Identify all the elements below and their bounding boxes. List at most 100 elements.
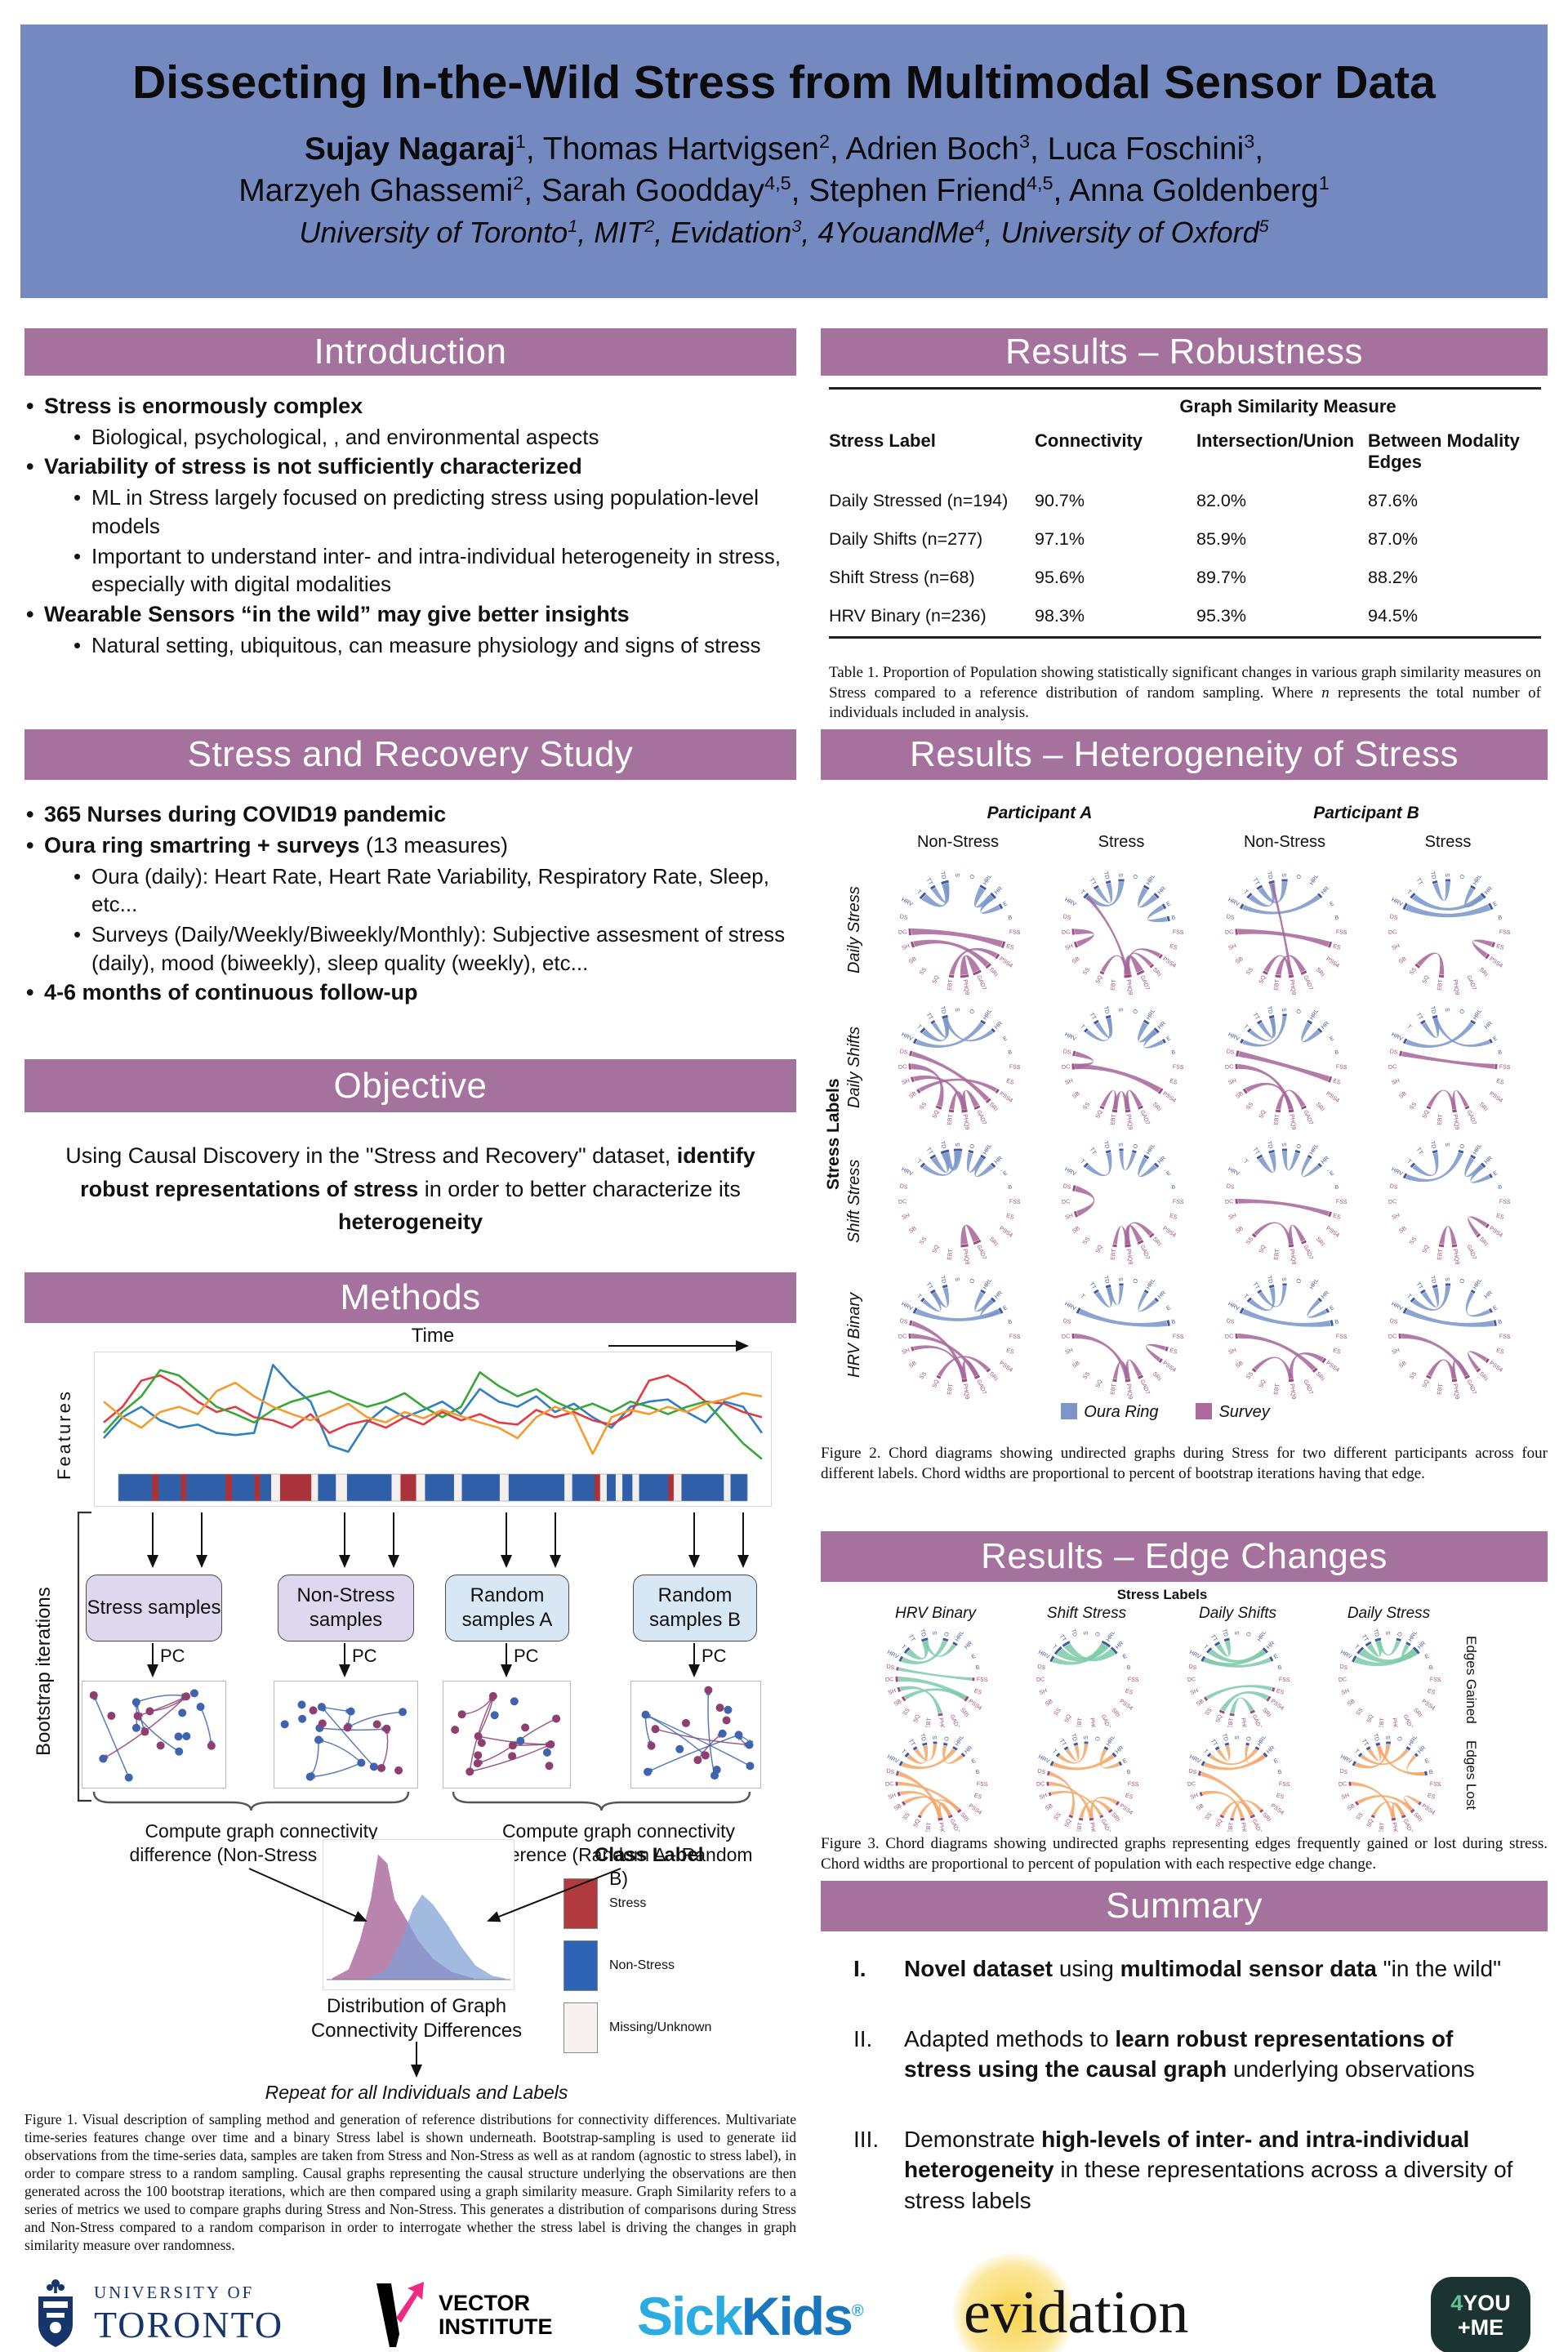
chord-node-label: B: [1171, 1184, 1176, 1191]
chord-node-label: PHQ9: [1089, 1717, 1097, 1727]
chord-node-label: SH: [901, 943, 911, 951]
chord-node-label: O: [1459, 1009, 1466, 1015]
chord-node-label: HR: [994, 1021, 1004, 1031]
chord-node-label: EBT: [1437, 1113, 1444, 1125]
chord-node-label: HR: [1417, 1641, 1427, 1650]
stress-label-barcode-segment: [318, 1474, 336, 1501]
chord-node-label: TT: [1089, 1147, 1098, 1156]
chord-ribbon: [960, 1224, 980, 1245]
chord-node-label: SRI: [1152, 1236, 1162, 1248]
chord-node-label: TD: [1429, 1005, 1437, 1014]
chord-node-label: PHQ9: [1289, 1383, 1297, 1400]
chord-ribbon: [898, 1771, 942, 1818]
bullet-text: ML in Stress largely focused on predicti…: [91, 483, 790, 540]
text-segment: high-levels of inter- and intra-individu…: [904, 2126, 1470, 2183]
figure3-caption: Figure 3. Chord diagrams showing undirec…: [821, 1835, 1548, 1873]
stress-label-barcode-segment: [681, 1474, 724, 1501]
chord-node-label: HR: [1484, 1156, 1494, 1165]
chord-ribbon: [1220, 1690, 1269, 1712]
chord-node-label: TT: [1058, 1633, 1067, 1643]
chord-ribbon: [1464, 887, 1484, 908]
chord-ribbon: [1101, 955, 1130, 975]
chord-node-label: E: [1002, 1170, 1009, 1178]
chord-node-label: TD: [1221, 1733, 1228, 1742]
chord-node-label: PSS4: [1118, 1699, 1134, 1712]
stress-label-barcode-segment: [311, 1474, 318, 1501]
chord-ribbon: [1052, 1754, 1115, 1771]
table-row: Daily Shifts (n=277) 97.1% 85.9% 87.0%: [829, 529, 1541, 550]
bullet-dot: •: [26, 980, 34, 1005]
causal-graph-svg: [280, 1700, 408, 1781]
chord-node-label: S: [1235, 1735, 1241, 1740]
chord-node-label: EBT: [1110, 1248, 1117, 1260]
chord-node-label: DC: [1225, 929, 1234, 936]
text-segment: Using Causal Discovery in the "Stress an…: [65, 1143, 677, 1168]
chord-node-label: O: [1246, 1631, 1253, 1637]
chord-node-label: SH: [1190, 1793, 1200, 1801]
chord-node-label: HRV: [1390, 1166, 1404, 1177]
chord-node-label: E: [1122, 1653, 1129, 1660]
chord-node-label: DC: [1062, 1334, 1071, 1340]
chord-node-label: HRL: [982, 1277, 993, 1290]
repeat-label: Repeat for all Individuals and Labels: [265, 2082, 568, 2103]
chord-ribbon: [1276, 1089, 1306, 1110]
chord-node-label: PHQ9: [1240, 1822, 1248, 1832]
robustness-title: Results – Robustness: [1005, 332, 1363, 372]
chord-ribbon: [1079, 1800, 1111, 1818]
chord-node-label: HRV: [1227, 1166, 1241, 1177]
stress-label-barcode-segment: [594, 1474, 601, 1501]
chord-ribbon: [1427, 1359, 1457, 1379]
bullet-text: Surveys (Daily/Weekly/Biweekly/Monthly):…: [91, 920, 790, 977]
bullet-item: • ML in Stress largely focused on predict…: [26, 483, 790, 540]
summary-numeral: II.: [853, 2025, 873, 2051]
bullet-dot: •: [26, 832, 34, 858]
table-cell: 95.3%: [1196, 606, 1246, 626]
chord-ribbon: [1242, 1017, 1287, 1047]
chord-ribbon: [1401, 1333, 1469, 1377]
stress-label-barcode-segment: [606, 1474, 617, 1501]
chord-node-label: SQ: [1366, 1818, 1375, 1829]
figure2-legend: Oura Ring Survey: [821, 1403, 1548, 1422]
chord-ribbon: [1220, 1801, 1254, 1816]
chord-diagram: S O HRLHREBFSSESPSS4SRIGAD7PHQ9EBTSQSSSBSH…: [1062, 1140, 1184, 1264]
chord-node-label: SB: [908, 1091, 918, 1100]
text-segment: 4-6 months of continuous follow-up: [44, 980, 418, 1005]
class-legend-swatch: [564, 1878, 598, 1929]
stress-label-barcode-segment: [508, 1474, 565, 1501]
chord-ribbon: [1201, 1790, 1245, 1818]
chord-node-label: HRL: [1146, 1277, 1156, 1290]
chord-ribbon: [1075, 1333, 1130, 1379]
chord-node-label: SS: [1245, 1102, 1255, 1111]
stress-label-barcode-segment: [639, 1474, 669, 1501]
chord-node-label: PSS4: [1488, 1226, 1503, 1239]
chord-ribbon: [961, 1089, 979, 1110]
chord-node-label: SH: [901, 1078, 911, 1086]
bullet-item: • Oura (daily): Heart Rate, Heart Rate Va…: [26, 862, 790, 919]
chord-node-label: PSS4: [1420, 1803, 1436, 1816]
class-legend-swatch: [564, 2002, 598, 2053]
figure2-caption: Figure 2. Chord diagrams showing undirec…: [821, 1445, 1548, 1482]
chord-ribbon: [1254, 1356, 1294, 1379]
chord-node-label: SB: [1347, 1699, 1356, 1708]
chord-node-label: T: [1353, 1748, 1360, 1756]
summary-list: I. Novel dataset using multimodal sensor …: [853, 1953, 1523, 2255]
chord-node-label: SS: [919, 1102, 929, 1111]
chord-node-label: PSS4: [967, 1699, 982, 1712]
text-segment: 3: [791, 216, 802, 236]
feature-series-line: [103, 1369, 763, 1460]
text-segment: ML in Stress largely focused on predicti…: [91, 485, 760, 538]
chord-node-label: ES: [973, 1688, 982, 1696]
chord-node-label: E: [971, 1757, 978, 1765]
chord-ribbon: [1209, 1748, 1258, 1766]
stress-labels-axis: Stress Labels: [824, 1078, 843, 1190]
text-segment: Demonstrate: [904, 2126, 1042, 2152]
table-cell: 89.7%: [1196, 568, 1246, 587]
chord-ribbon: [911, 1051, 990, 1102]
chord-node-label: SQ: [1095, 1109, 1104, 1120]
chord-node-label: E: [1122, 1757, 1129, 1765]
table-cell: 87.6%: [1368, 491, 1418, 510]
text-segment: , 4YouandMe: [801, 216, 975, 249]
bullet-item: • Stress is enormously complex: [26, 392, 790, 421]
chord-diagram: S O HRLHREBFSSESPSS4SRIGAD7PHQ9EBTSQSSSBSH…: [1036, 1733, 1139, 1832]
